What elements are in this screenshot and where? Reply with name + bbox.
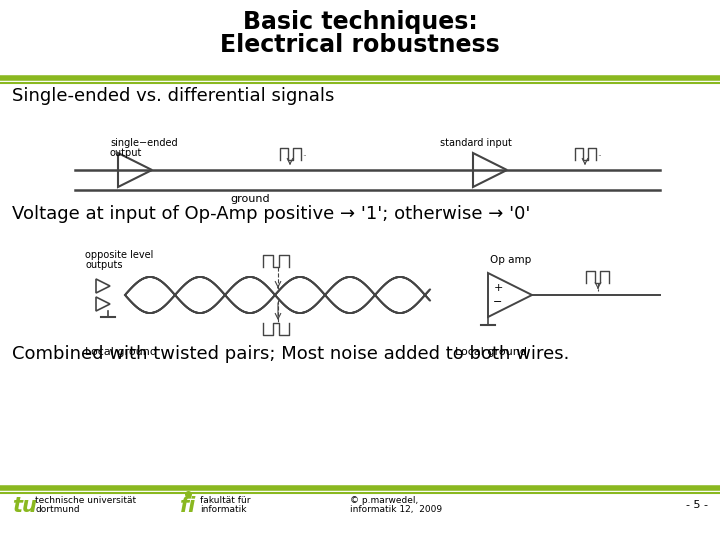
Text: single−ended: single−ended [110, 138, 178, 148]
Text: outputs: outputs [85, 260, 122, 270]
Text: Local ground: Local ground [455, 347, 527, 357]
Text: −: − [493, 297, 503, 307]
Text: informatik 12,  2009: informatik 12, 2009 [350, 505, 442, 514]
Text: tu: tu [12, 496, 37, 516]
Text: standard input: standard input [440, 138, 512, 148]
Text: opposite level: opposite level [85, 250, 153, 260]
Text: informatik: informatik [200, 505, 246, 514]
Text: © p.marwedel,: © p.marwedel, [350, 496, 418, 505]
Text: fakultät für: fakultät für [200, 496, 251, 505]
Text: - 5 -: - 5 - [686, 500, 708, 510]
Text: fi: fi [180, 496, 197, 516]
Text: ..: .. [597, 149, 602, 158]
Text: ground: ground [230, 194, 269, 204]
Text: ..: .. [302, 149, 307, 158]
Text: dortmund: dortmund [35, 505, 80, 514]
Text: +: + [493, 283, 503, 293]
Text: technische universität: technische universität [35, 496, 136, 505]
Text: Voltage at input of Op-Amp positive → '1'; otherwise → '0': Voltage at input of Op-Amp positive → '1… [12, 205, 531, 223]
Text: output: output [110, 148, 143, 158]
Text: Local ground: Local ground [85, 347, 157, 357]
Text: Electrical robustness: Electrical robustness [220, 33, 500, 57]
Text: Single-ended vs. differential signals: Single-ended vs. differential signals [12, 87, 334, 105]
Text: Basic techniques:: Basic techniques: [243, 10, 477, 34]
Text: Combined with twisted pairs; Most noise added to both wires.: Combined with twisted pairs; Most noise … [12, 345, 570, 363]
Text: Op amp: Op amp [490, 255, 531, 265]
